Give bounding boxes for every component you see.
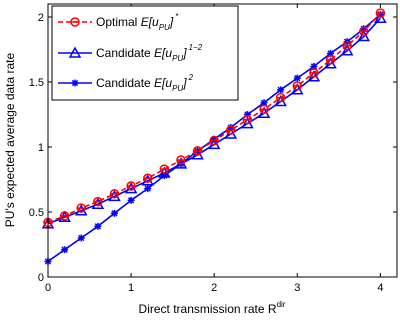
x-axis-label-superscript: dir xyxy=(277,300,286,309)
data-point xyxy=(74,204,88,216)
legend-marker xyxy=(71,79,79,87)
legend-label: Candidate E[uPU] 1−2 xyxy=(96,43,203,63)
data-point xyxy=(159,164,170,174)
series-group xyxy=(41,8,387,265)
x-tick-label: 2 xyxy=(211,282,217,294)
data-point xyxy=(93,196,103,207)
data-point xyxy=(127,196,135,204)
ticks-group: 0 1 2 3 4 0 0.5 1 1.5 2 xyxy=(29,4,397,294)
data-point xyxy=(242,114,253,125)
data-point xyxy=(109,189,120,199)
data-point xyxy=(375,8,386,18)
legend-entry-2: Candidate E[uPU] 1−2 xyxy=(58,43,203,63)
y-tick-label: 1.5 xyxy=(29,77,44,89)
y-tick-label: 1 xyxy=(38,142,44,154)
x-axis-label: Direct transmission rate Rdir xyxy=(139,300,286,316)
data-point xyxy=(209,135,219,146)
data-point xyxy=(309,68,319,78)
y-tick-label: 2 xyxy=(38,12,44,24)
series-1 xyxy=(43,8,386,228)
data-point xyxy=(192,146,203,156)
legend-entry-3: Candidate E[uPU] 2 xyxy=(58,73,194,93)
legend-label: Candidate E[uPU] 2 xyxy=(96,73,194,93)
data-point xyxy=(144,185,152,193)
data-point xyxy=(259,104,269,115)
y-axis-label: PU's expected average data rate xyxy=(3,52,17,227)
data-point xyxy=(357,29,371,42)
x-tick-label: 1 xyxy=(128,282,134,294)
data-point xyxy=(110,209,118,217)
y-tick-label: 0.5 xyxy=(29,207,44,219)
data-point xyxy=(77,234,85,242)
data-point xyxy=(293,74,301,82)
data-point xyxy=(76,203,86,213)
data-point xyxy=(61,246,69,254)
data-point xyxy=(58,210,71,222)
data-point xyxy=(141,174,154,186)
data-point xyxy=(325,55,336,65)
data-point xyxy=(275,92,286,103)
data-point xyxy=(359,26,369,37)
series-3 xyxy=(44,10,384,265)
plot-frame xyxy=(47,3,398,278)
legend: Optimal E[uPU] * Candidate E[uPU] 1−2 Candid… xyxy=(51,5,239,101)
legend-marker xyxy=(70,17,80,27)
data-point xyxy=(342,40,352,51)
data-point xyxy=(126,181,136,191)
legend-entry-1: Optimal E[uPU] * xyxy=(58,12,179,32)
data-point xyxy=(142,173,153,183)
data-point xyxy=(226,125,236,135)
data-point xyxy=(340,44,354,56)
legend-marker xyxy=(68,46,82,58)
data-point xyxy=(176,155,186,165)
data-point xyxy=(91,197,105,209)
data-point xyxy=(277,86,285,94)
data-point xyxy=(124,182,138,194)
x-tick-label: 0 xyxy=(45,282,51,294)
data-point xyxy=(59,211,70,221)
y-tick-label: 0 xyxy=(38,272,44,284)
x-axis-label-main: Direct transmission rate R xyxy=(139,302,277,316)
x-tick-label: 3 xyxy=(294,282,300,294)
data-point xyxy=(292,81,303,91)
data-point xyxy=(94,222,102,230)
x-tick-label: 4 xyxy=(377,282,383,294)
data-point xyxy=(108,189,121,202)
data-point xyxy=(374,11,387,24)
legend-label: Optimal E[uPU] * xyxy=(96,12,179,32)
